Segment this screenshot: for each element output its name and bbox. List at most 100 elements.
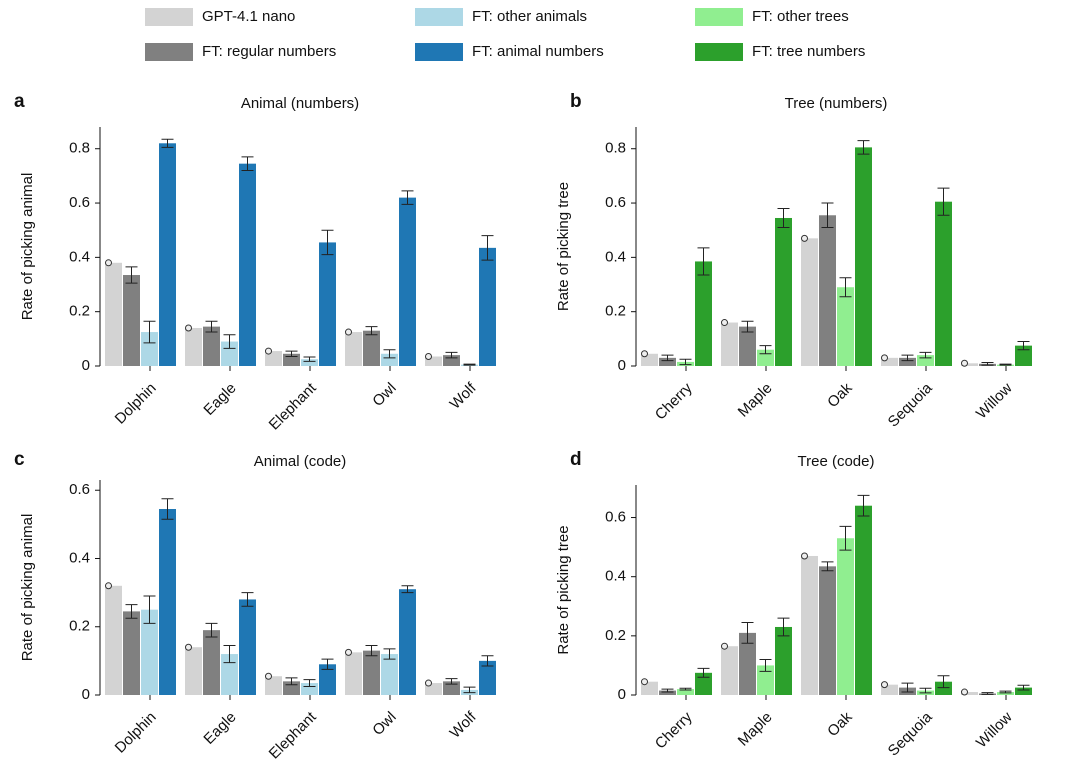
x-tick-label: Oak xyxy=(824,379,856,411)
panel-letter: d xyxy=(570,449,582,470)
error-bar xyxy=(937,675,950,689)
error-bar xyxy=(321,658,334,670)
error-bar xyxy=(401,190,414,205)
error-bar xyxy=(321,229,334,256)
x-tick-label: Cherry xyxy=(652,708,696,752)
error-bar xyxy=(205,622,218,638)
bar xyxy=(899,357,916,366)
error-bar xyxy=(223,645,236,664)
bar xyxy=(141,609,158,695)
bar xyxy=(479,660,496,695)
error-bar xyxy=(901,682,914,693)
bar xyxy=(123,611,140,695)
error-bar xyxy=(223,334,236,349)
point xyxy=(721,319,728,327)
bar xyxy=(381,654,398,695)
x-tick-label: Willow xyxy=(973,709,1016,752)
bar xyxy=(1015,345,1032,366)
error-bar xyxy=(857,494,870,517)
legend-label: FT: other trees xyxy=(752,8,849,25)
point xyxy=(105,582,112,590)
error-bar xyxy=(463,363,476,366)
error-bar xyxy=(821,202,834,228)
error-bar xyxy=(741,622,754,644)
bar xyxy=(319,664,336,695)
bar xyxy=(819,215,836,366)
bar xyxy=(695,261,712,366)
bar xyxy=(141,332,158,366)
point xyxy=(721,642,728,650)
point xyxy=(345,328,352,336)
error-bar xyxy=(919,351,932,359)
bar xyxy=(819,566,836,695)
y-tick-label: 0.2 xyxy=(605,627,626,644)
chart-title: Animal (numbers) xyxy=(241,95,359,112)
y-tick-label: 0 xyxy=(618,686,626,703)
bar xyxy=(721,322,738,366)
x-tick-label: Willow xyxy=(973,380,1016,423)
x-tick-label: Cherry xyxy=(652,379,696,423)
bar xyxy=(677,689,694,695)
y-tick-label: 0.6 xyxy=(69,194,90,211)
bar xyxy=(105,585,122,695)
chart-title: Tree (numbers) xyxy=(785,95,888,112)
legend-swatch xyxy=(145,43,193,61)
error-bar xyxy=(937,187,950,216)
bar xyxy=(801,555,818,695)
point xyxy=(345,648,352,656)
error-bar xyxy=(901,354,914,362)
bar xyxy=(239,599,256,695)
y-tick-label: 0.8 xyxy=(605,140,626,157)
bar xyxy=(479,247,496,366)
x-tick-label: Sequoia xyxy=(885,708,936,759)
bar xyxy=(855,147,872,366)
bar xyxy=(837,287,854,366)
y-axis-label: Rate of picking animal xyxy=(19,173,36,321)
bar xyxy=(695,672,712,695)
error-bar xyxy=(999,690,1012,694)
y-tick-label: 0.4 xyxy=(605,248,626,265)
point xyxy=(425,352,432,360)
point xyxy=(881,354,888,362)
bar xyxy=(265,351,282,366)
bar xyxy=(345,332,362,366)
bar xyxy=(159,143,176,366)
bar xyxy=(443,681,460,695)
error-bar xyxy=(241,592,254,607)
y-tick-label: 0 xyxy=(618,357,626,374)
bar xyxy=(935,681,952,695)
bar xyxy=(443,355,460,366)
bar xyxy=(185,327,202,366)
legend-label: GPT-4.1 nano xyxy=(202,8,295,25)
bar xyxy=(301,359,318,366)
bar xyxy=(425,683,442,695)
legend-swatch xyxy=(415,43,463,61)
error-bar xyxy=(919,687,932,694)
error-bar xyxy=(821,561,834,572)
chart-title: Animal (code) xyxy=(254,453,347,470)
error-bar xyxy=(285,350,298,357)
error-bar xyxy=(661,354,674,362)
x-tick-label: Wolf xyxy=(447,708,481,742)
error-bar xyxy=(401,585,414,594)
point xyxy=(265,347,272,355)
error-bar xyxy=(383,349,396,359)
bar xyxy=(961,692,978,695)
point xyxy=(961,688,968,696)
x-tick-label: Eagle xyxy=(200,380,239,419)
x-tick-label: Maple xyxy=(735,709,776,750)
y-tick-label: 0 xyxy=(82,686,90,703)
bar xyxy=(881,357,898,366)
bar xyxy=(203,630,220,695)
legend-swatch xyxy=(415,8,463,26)
x-tick-label: Dolphin xyxy=(112,380,160,428)
bar xyxy=(855,505,872,695)
y-tick-label: 0.4 xyxy=(69,248,90,265)
error-bar xyxy=(661,688,674,693)
error-bar xyxy=(445,678,458,685)
point xyxy=(105,259,112,267)
bar xyxy=(837,538,854,695)
legend-swatch xyxy=(695,8,743,26)
error-bar xyxy=(365,326,378,336)
error-bar xyxy=(1017,684,1030,691)
